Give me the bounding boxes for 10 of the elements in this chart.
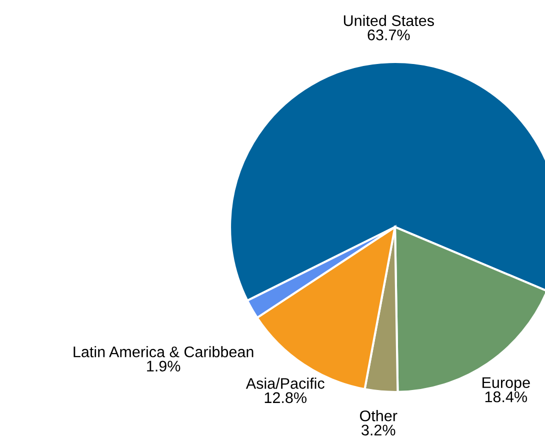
data-label: 18.4% <box>485 391 528 402</box>
data-label: 12.8% <box>264 392 306 404</box>
slice-label: Latin America & Caribbean <box>74 346 254 358</box>
slice-label: Asia/Pacific <box>246 378 324 389</box>
data-label: 3.2% <box>362 424 396 436</box>
slice-label: United States <box>344 14 434 26</box>
slice-label: Europe <box>482 377 530 392</box>
slice-label: Other <box>360 410 398 422</box>
data-label: 1.9% <box>147 360 180 372</box>
data-label: 63.7% <box>368 30 410 40</box>
